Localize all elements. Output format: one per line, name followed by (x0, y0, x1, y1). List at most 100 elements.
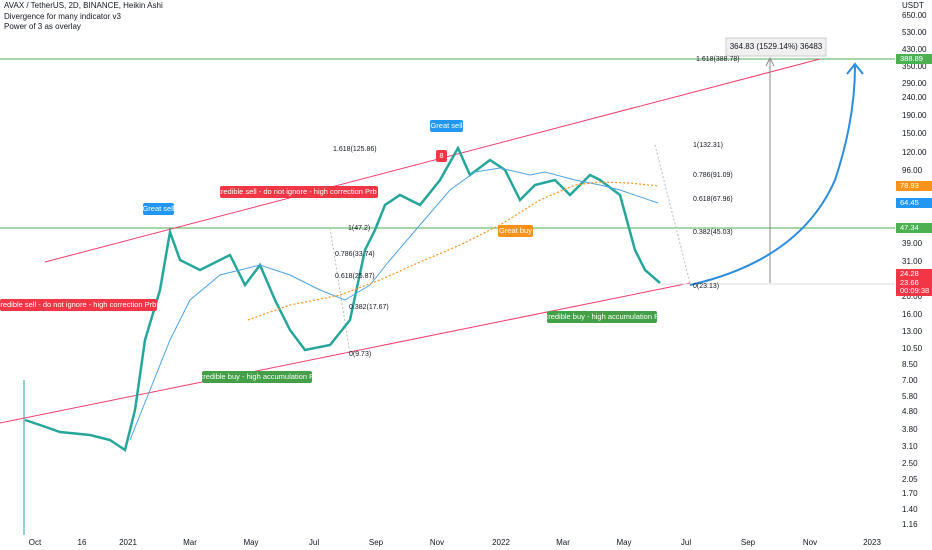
price-tag-text: 47.34 (900, 223, 919, 232)
time-tick: Nov (430, 538, 444, 547)
signal-text: Incredible buy - high accumulation Prb (193, 372, 321, 381)
time-tick: 16 (78, 538, 87, 547)
time-tick: Mar (556, 538, 570, 547)
price-tick: 1.16 (902, 520, 918, 529)
price-tick: 16.00 (902, 310, 923, 319)
time-tick: Oct (29, 538, 42, 547)
price-tick: 650.00 (902, 11, 927, 20)
price-tag (896, 54, 932, 64)
signal-label (220, 186, 378, 198)
signal-label (143, 203, 174, 215)
fib-trend (329, 227, 351, 355)
price-tag-text: 00:09:38 (900, 286, 929, 295)
signal-label (498, 225, 533, 237)
price-tag (896, 223, 932, 233)
price-tick: 13.00 (902, 327, 923, 336)
price-tick: 2.50 (902, 459, 918, 468)
fib-label: 1.618(125.86) (333, 146, 377, 153)
channel-line (0, 282, 691, 424)
moving-average (247, 181, 659, 321)
price-tick: 1.40 (902, 505, 918, 514)
price-tick: 39.00 (902, 239, 923, 248)
time-tick: 2023 (863, 538, 881, 547)
price-tag-text: 24.28 (900, 269, 919, 278)
fib-label: 0.382(17.67) (349, 304, 389, 311)
projection-arrow (846, 62, 864, 75)
price-tick: 3.10 (902, 442, 918, 451)
price-tick: 20.00 (902, 292, 923, 301)
signal-text: Great sell (430, 121, 462, 130)
time-tick: Sep (369, 538, 384, 547)
signal-text: 8 (439, 151, 443, 160)
signal-label (0, 299, 157, 311)
currency: USDT (902, 1, 924, 10)
price-tick: 8.50 (902, 360, 918, 369)
signal-text: Great sell (142, 204, 174, 213)
price-tag-text: 23.66 (900, 278, 919, 287)
price-tag (896, 278, 932, 288)
price-tick: 5.80 (902, 392, 918, 401)
measure-arrow (765, 56, 775, 67)
measure-text: 364.83 (1529.14%) 36483 (730, 42, 823, 51)
price-tick: 430.00 (902, 45, 927, 54)
fib-label: 0(9.73) (349, 351, 371, 358)
symbol: AVAX / TetherUS, 2D, BINANCE, Heikin Ash… (4, 1, 163, 10)
fib-label: 1.618(388.78) (696, 56, 740, 63)
fib-label: 0.618(25.87) (335, 273, 375, 280)
price-tick: 530.00 (902, 28, 927, 37)
time-tick: Nov (803, 538, 817, 547)
price-tag-text: 64.45 (900, 198, 919, 207)
price-tick: 10.50 (902, 344, 923, 353)
signal-text: Great buy (499, 226, 532, 235)
price-tag (896, 269, 932, 279)
fib-label: 0(23.13) (693, 283, 719, 290)
time-tick: May (243, 538, 258, 547)
time-tick: 2022 (492, 538, 510, 547)
price-tick: 4.80 (902, 407, 918, 416)
signal-text: Incredible sell - do not ignore - high c… (211, 187, 387, 196)
price-tag-text: 388.89 (900, 54, 923, 63)
projection-arc (689, 65, 856, 286)
time-tick: Mar (183, 538, 197, 547)
fib-trend (654, 144, 691, 284)
price-tick: 350.00 (902, 62, 927, 71)
signal-label (547, 311, 657, 323)
price-tick: 3.80 (902, 425, 918, 434)
signal-text: Incredible sell - do not ignore - high c… (0, 300, 167, 309)
price-tick: 96.00 (902, 166, 923, 175)
signal-label (202, 371, 312, 383)
fib-label: 0.618(67.96) (693, 196, 733, 203)
price-tick: 7.00 (902, 376, 918, 385)
fib-label: 0.786(91.09) (693, 172, 733, 179)
fib-label: 0.382(45.03) (693, 229, 733, 236)
price-tag-text: 78.93 (900, 181, 919, 190)
price-tag (896, 198, 932, 208)
fib-label: 0.786(33.74) (335, 251, 375, 258)
indicator: Power of 3 as overlay (4, 22, 81, 31)
time-tick: Jul (681, 538, 691, 547)
price-tick: 31.00 (902, 257, 923, 266)
price-tick: 240.00 (902, 93, 927, 102)
fib-label: 1(132.31) (693, 142, 723, 149)
signal-text: Incredible buy - high accumulation Prb (538, 312, 666, 321)
price-tick: 190.00 (902, 111, 927, 120)
price-tag (896, 286, 932, 296)
time-tick: 2021 (119, 538, 137, 547)
price-tick: 1.70 (902, 489, 918, 498)
price-tag (896, 181, 932, 191)
time-tick: Sep (741, 538, 756, 547)
moving-average (129, 167, 659, 441)
fib-label: 1(47.2) (348, 225, 370, 232)
price-line (24, 145, 661, 453)
price-tick: 290.00 (902, 79, 927, 88)
channel-line (44, 58, 821, 263)
price-tick: 150.00 (902, 129, 927, 138)
signal-label (436, 150, 447, 162)
time-tick: Jul (309, 538, 319, 547)
signal-label (430, 120, 463, 132)
time-tick: May (616, 538, 631, 547)
indicator: Divergence for many indicator v3 (4, 12, 121, 21)
price-tick: 2.05 (902, 475, 918, 484)
